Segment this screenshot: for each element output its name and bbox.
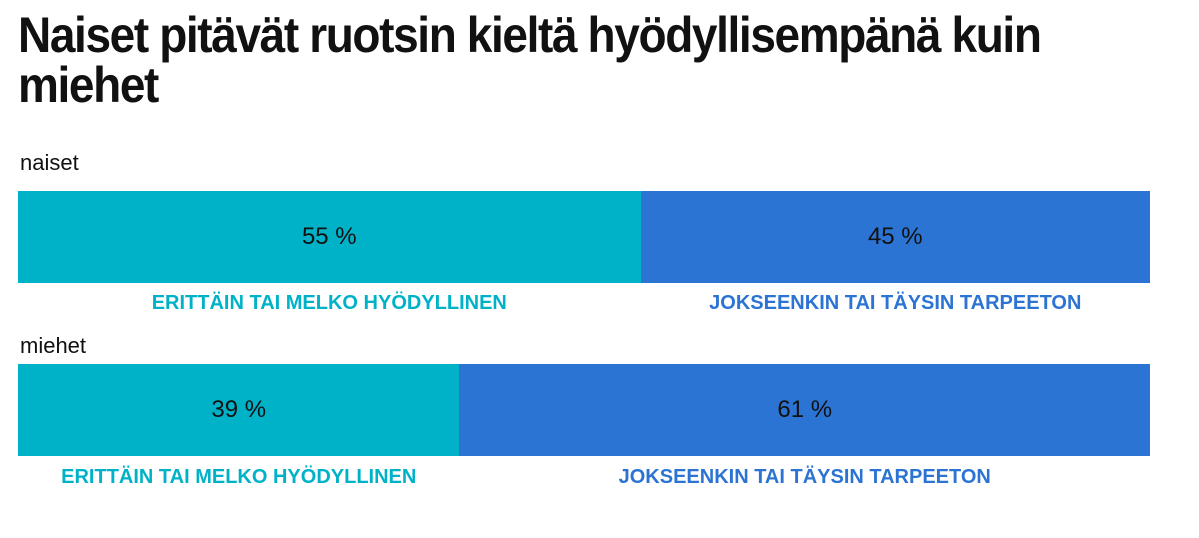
group-label-naiset: naiset	[20, 150, 79, 175]
value-label: 39 %	[211, 396, 267, 423]
bar-segment: 55 %	[18, 191, 641, 283]
value-label: 61 %	[777, 396, 833, 423]
chart-title: Naiset pitävät ruotsin kieltä hyödyllise…	[18, 7, 1042, 113]
value-label: 45 %	[867, 223, 923, 250]
category-label: JOKSEENKIN TAI TÄYSIN TARPEETON	[618, 466, 991, 488]
category-label: ERITTÄIN TAI MELKO HYÖDYLLINEN	[151, 292, 507, 314]
bar-row-miehet: 39 % 61 %	[18, 364, 1150, 456]
bar-row-naiset: 55 % 45 %	[18, 191, 1150, 283]
value-label: 55 %	[301, 223, 357, 250]
group-label-miehet: miehet	[20, 333, 87, 358]
category-label: JOKSEENKIN TAI TÄYSIN TARPEETON	[709, 292, 1082, 314]
bar-segment: 61 %	[459, 364, 1150, 456]
category-label: ERITTÄIN TAI MELKO HYÖDYLLINEN	[61, 466, 417, 488]
bar-segment: 39 %	[18, 364, 460, 456]
bar-segment: 45 %	[640, 191, 1150, 283]
